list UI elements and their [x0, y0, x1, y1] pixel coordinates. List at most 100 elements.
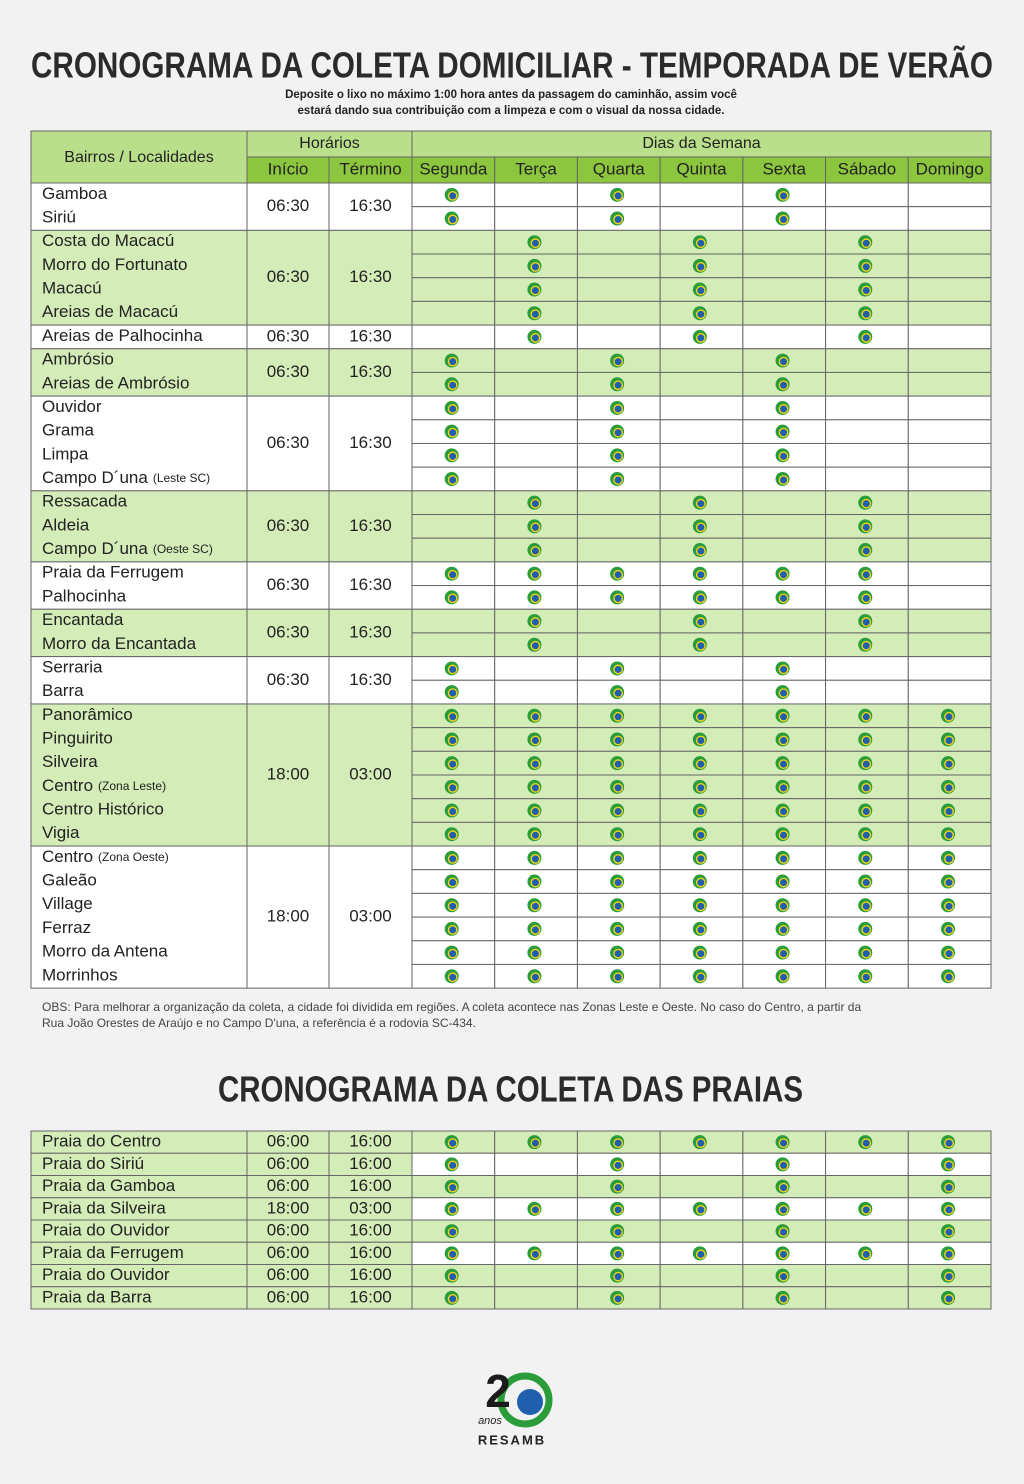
icon-core	[530, 853, 541, 864]
collection-icon	[940, 827, 955, 842]
cell-text: 16:00	[349, 1243, 392, 1262]
collection-icon	[858, 732, 873, 747]
cell-text: 16:30	[349, 575, 392, 594]
cell-text: 16:30	[349, 622, 392, 641]
cell	[659, 371, 744, 397]
collection-icon	[610, 187, 625, 202]
icon-core	[861, 498, 872, 509]
collection-icon	[858, 329, 873, 344]
cell	[742, 537, 827, 563]
cell	[30, 490, 248, 563]
collection-icon	[775, 756, 790, 771]
collection-icon	[775, 211, 790, 226]
icon-core	[778, 1271, 789, 1282]
icon-core	[695, 853, 706, 864]
collection-icon	[610, 874, 625, 889]
icon-core	[613, 782, 624, 793]
icon-core	[861, 522, 872, 533]
collection-icon	[775, 448, 790, 463]
icon-core	[944, 1249, 954, 1260]
cell-text: 06:30	[267, 326, 310, 345]
icon-core	[778, 569, 789, 580]
cell	[494, 1152, 578, 1176]
place-name: Encantada	[42, 611, 124, 630]
collection-icon	[940, 779, 955, 794]
collection-icon	[610, 756, 625, 771]
icon-core	[530, 640, 541, 651]
icon-core	[447, 711, 458, 722]
collection-icon	[692, 850, 707, 865]
icon-core	[695, 640, 706, 651]
icon-core	[447, 1138, 458, 1149]
icon-core	[861, 285, 872, 296]
logo-brand: RESAMB	[478, 1432, 546, 1447]
cell	[907, 561, 992, 587]
place-name: Vigia	[42, 824, 80, 843]
place-name-text: Pinguirito	[42, 729, 113, 748]
collection-icon	[858, 590, 873, 605]
icon-core	[613, 404, 624, 414]
cell	[659, 1175, 744, 1199]
icon-core	[613, 877, 624, 888]
collection-icon	[692, 566, 707, 581]
collection-icon	[940, 1157, 955, 1172]
cell	[576, 324, 661, 350]
cell-text: 16:00	[349, 1132, 392, 1151]
collection-icon	[775, 187, 790, 202]
collection-icon	[610, 1179, 625, 1194]
icon-core	[447, 925, 458, 935]
icon-core	[447, 688, 458, 699]
icon-core	[613, 972, 624, 983]
cell	[825, 371, 909, 397]
place-name-text: Areias de Macacú	[42, 303, 178, 322]
cell-text: Praia do Ouvidor	[42, 1221, 170, 1240]
place-note: (Leste SC)	[153, 471, 210, 485]
icon-core	[613, 1182, 624, 1193]
icon-core	[613, 475, 624, 485]
collection-icon	[692, 329, 707, 344]
collection-icon	[940, 1201, 955, 1216]
collection-icon	[610, 850, 625, 865]
icon-core	[530, 948, 541, 959]
cell	[659, 206, 744, 231]
collection-icon	[692, 543, 707, 558]
collection-icon	[610, 590, 625, 605]
icon-core	[944, 782, 954, 793]
collection-icon	[444, 803, 459, 818]
place-name: Siriú	[42, 208, 76, 227]
icon-core	[530, 901, 541, 912]
cell	[825, 419, 909, 444]
cell	[659, 419, 744, 444]
cell	[907, 229, 992, 255]
collection-icon	[692, 495, 707, 510]
icon-core	[778, 404, 789, 414]
cell	[328, 490, 413, 563]
icon-core	[530, 972, 541, 983]
icon-core	[613, 1271, 624, 1282]
collection-icon	[610, 708, 625, 723]
cell-text: Sábado	[838, 159, 897, 178]
icon-core	[861, 640, 872, 651]
icon-core	[944, 1271, 954, 1282]
cell	[825, 1264, 909, 1288]
cell-text: 03:00	[349, 1198, 392, 1217]
collection-icon	[775, 1135, 790, 1150]
place-name: Morro da Encantada	[42, 634, 197, 653]
collection-icon	[444, 779, 459, 794]
collection-icon	[527, 566, 542, 581]
cell-text: 18:00	[267, 764, 310, 783]
icon-core	[613, 688, 624, 699]
icon-core	[613, 214, 624, 225]
place-name-text: Morro da Antena	[42, 942, 168, 961]
icon-core	[778, 1204, 789, 1215]
collection-icon	[858, 969, 873, 984]
cell	[328, 561, 413, 610]
collection-icon	[775, 874, 790, 889]
icon-core	[447, 853, 458, 864]
icon-core	[778, 711, 789, 722]
cell	[576, 608, 661, 634]
collection-icon	[692, 945, 707, 960]
place-note: (Zona Leste)	[98, 779, 166, 793]
collection-icon	[692, 1246, 707, 1261]
collection-icon	[610, 969, 625, 984]
